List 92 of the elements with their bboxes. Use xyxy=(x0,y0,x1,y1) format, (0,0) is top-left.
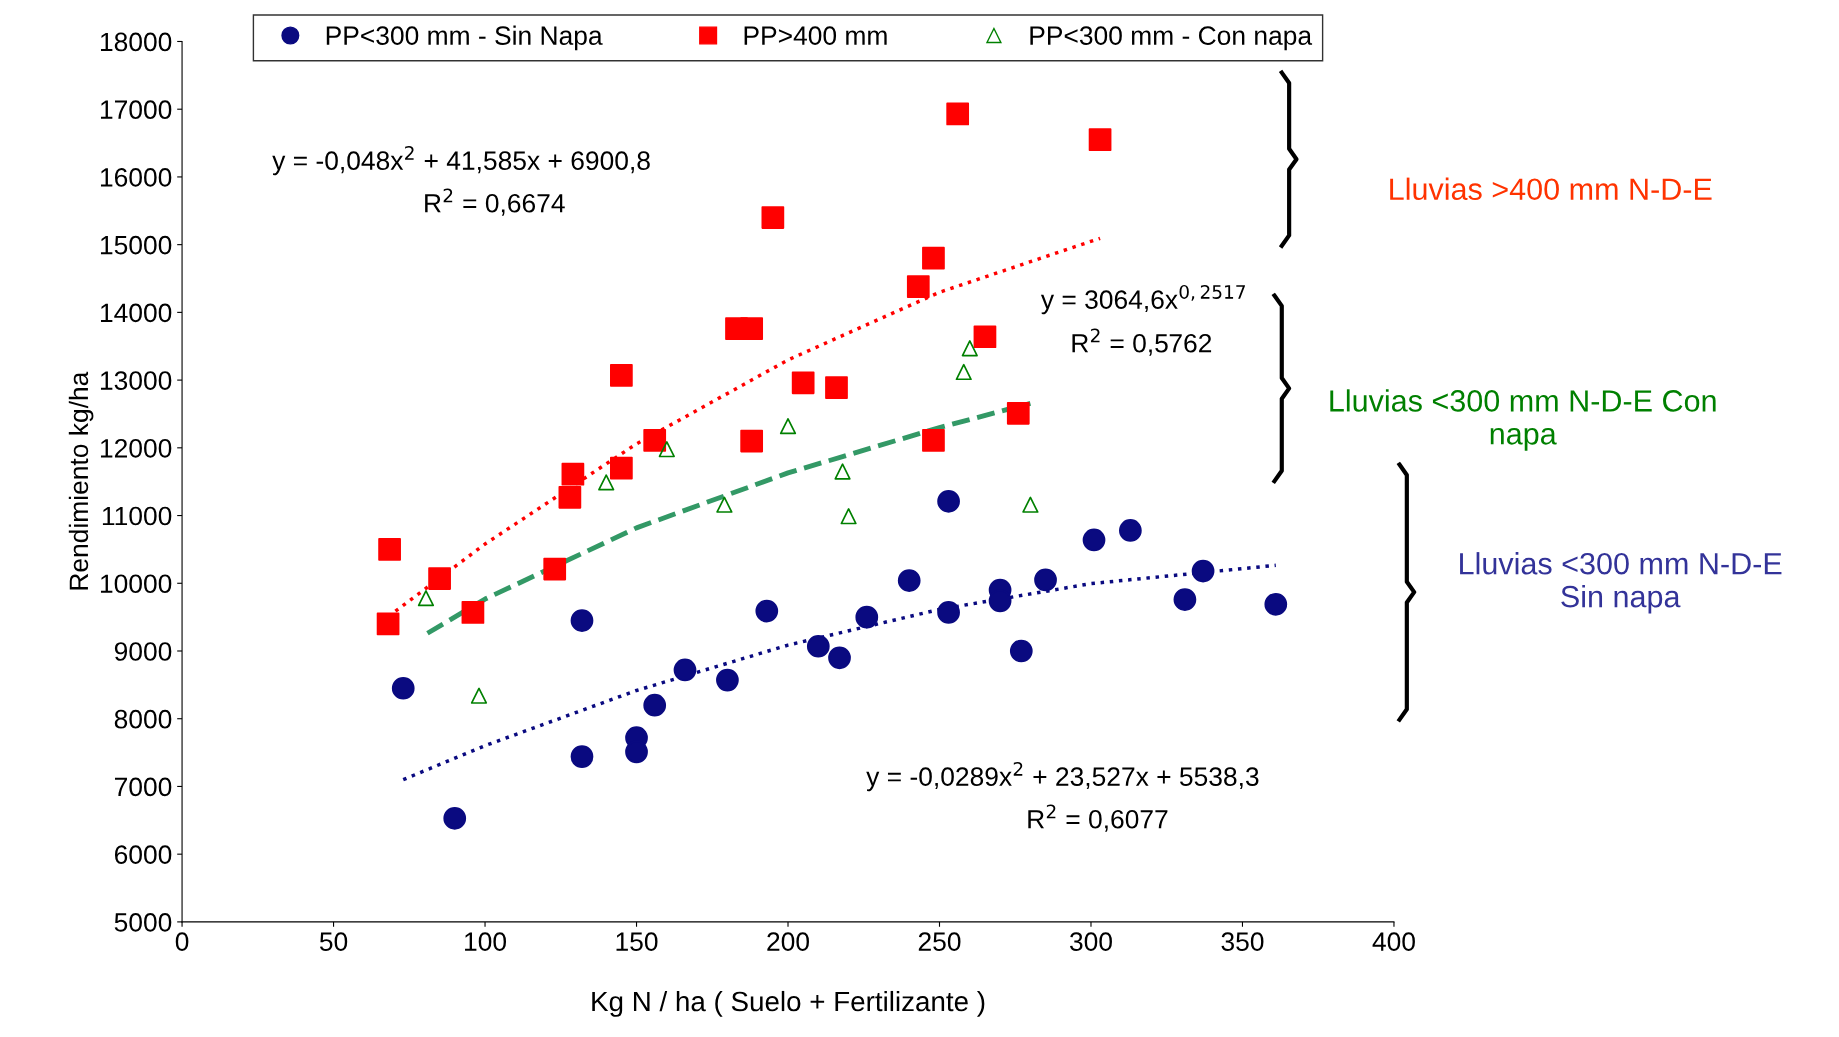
point xyxy=(740,429,764,453)
annotation: R$^{2}$ = 0,6674 xyxy=(425,188,565,216)
point xyxy=(761,206,785,229)
point xyxy=(855,605,879,629)
point xyxy=(806,634,830,658)
point xyxy=(779,418,797,435)
point xyxy=(973,325,997,349)
point xyxy=(428,567,451,590)
y-tick-label: 13000 xyxy=(100,371,172,390)
x-tick-label: 400 xyxy=(1372,932,1415,951)
point xyxy=(955,363,972,381)
point xyxy=(543,557,567,581)
point xyxy=(716,668,739,692)
point xyxy=(740,317,764,340)
annotation: Lluvias <300 mm N-D-E Con napa xyxy=(1330,389,1716,451)
x-tick-label: 350 xyxy=(1221,932,1264,951)
y-axis-title: Rendimiento kg/ha xyxy=(68,371,94,590)
point xyxy=(937,489,960,513)
y-tick-label: 5000 xyxy=(114,913,172,932)
point xyxy=(1006,401,1030,425)
y-tick-label: 16000 xyxy=(100,168,172,187)
point xyxy=(598,474,615,491)
point xyxy=(961,340,978,357)
point xyxy=(1264,592,1288,616)
annotation: y = -0,048x$^{2}$ + 41,585x + 6900,8 xyxy=(272,145,650,176)
x-tick-label: 300 xyxy=(1069,932,1112,951)
point xyxy=(673,658,697,682)
point xyxy=(937,601,960,624)
point xyxy=(1173,588,1197,611)
line-series xyxy=(425,400,1033,636)
point xyxy=(558,485,582,509)
y-tick-label: 14000 xyxy=(100,303,172,323)
point xyxy=(906,275,930,299)
point xyxy=(840,508,857,525)
annotation: y = -0,0289x$^{2}$ + 23,527x + 5538,3 xyxy=(866,761,1259,792)
text: Lluvias <300 mm N-D-E Sin napa xyxy=(1460,552,1782,614)
annotation: y = 3064,6x$^{0,2517}$ xyxy=(1040,284,1245,315)
point xyxy=(922,246,945,270)
point xyxy=(1191,559,1215,583)
point xyxy=(610,456,633,480)
point xyxy=(658,441,675,458)
point xyxy=(1119,519,1142,542)
point xyxy=(470,687,488,704)
y-tick-label: 7000 xyxy=(114,777,172,797)
point xyxy=(825,376,848,399)
legend-label: PP<300 mm - Sin Napa xyxy=(326,25,603,51)
x-tick-label: 100 xyxy=(465,932,507,951)
y-tick-label: 12000 xyxy=(100,438,172,458)
point xyxy=(755,599,779,623)
point xyxy=(570,609,594,632)
x-axis-title: Kg N / ha ( Suelo + Fertilizante ) xyxy=(592,990,985,1017)
y-tick-label: 15000 xyxy=(100,235,172,255)
point xyxy=(828,646,851,670)
y-tick-label: 6000 xyxy=(114,845,172,864)
point xyxy=(570,745,594,769)
point xyxy=(417,590,435,607)
point xyxy=(922,429,945,452)
point xyxy=(1088,128,1112,152)
point xyxy=(643,693,667,717)
x-tick-label: 50 xyxy=(319,932,348,951)
point xyxy=(391,676,415,700)
y-tick-label: 10000 xyxy=(100,574,172,594)
point xyxy=(1009,639,1033,663)
y-tick-label: 17000 xyxy=(100,100,172,120)
legend-label: PP<300 mm - Con napa xyxy=(1030,26,1313,51)
point xyxy=(1034,568,1057,592)
point xyxy=(610,363,633,387)
annotation: R$^{2}$ = 0,6077 xyxy=(1028,804,1168,832)
point xyxy=(791,371,815,395)
point xyxy=(461,601,485,624)
point xyxy=(897,569,921,592)
point xyxy=(378,538,401,561)
x-tick-label: 250 xyxy=(918,932,961,951)
point xyxy=(946,102,970,126)
y-tick-label: 11000 xyxy=(102,506,172,526)
x-tick-label: 150 xyxy=(616,932,658,951)
x-tick-label: 0 xyxy=(175,932,189,951)
point xyxy=(834,463,851,480)
x-tick-label: 200 xyxy=(767,932,809,951)
y-tick-label: 8000 xyxy=(114,709,172,729)
point xyxy=(561,462,585,486)
point xyxy=(1082,528,1106,552)
point xyxy=(376,612,400,636)
point xyxy=(643,429,667,452)
point xyxy=(716,496,733,513)
y-tick-label: 9000 xyxy=(114,642,172,661)
annotation: Lluvias >400 mm N-D-E xyxy=(1390,177,1712,201)
point xyxy=(443,806,467,830)
y-tick-label: 18000 xyxy=(100,32,172,52)
point xyxy=(1022,496,1039,513)
legend-label: PP>400 mm xyxy=(744,26,887,45)
annotation: R$^{2}$ = 0,5762 xyxy=(1072,328,1212,356)
